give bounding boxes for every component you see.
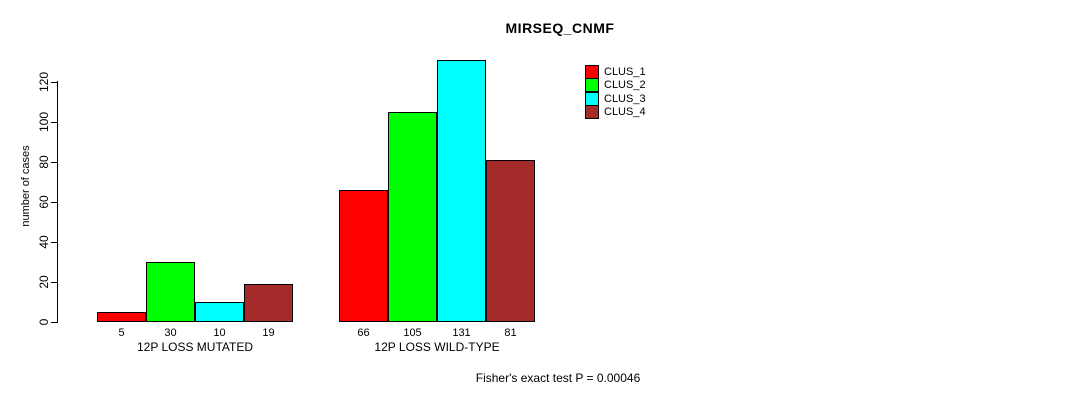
legend-item: CLUS_3: [585, 91, 646, 106]
y-tick-label: 20: [37, 275, 51, 289]
bar-clus_2-group2: [388, 112, 437, 322]
legend-label: CLUS_3: [604, 92, 646, 105]
y-tick-mark: [51, 242, 58, 243]
y-tick-mark: [51, 282, 58, 283]
bar-clus_3-group2: [437, 60, 486, 322]
y-tick-label: 60: [37, 195, 51, 209]
category-label: 12P LOSS MUTATED: [136, 340, 254, 354]
category-label: 12P LOSS WILD-TYPE: [374, 340, 500, 354]
legend: CLUS_1 CLUS_2 CLUS_3 CLUS_4: [585, 64, 646, 120]
legend-swatch-icon: [585, 105, 599, 120]
legend-label: CLUS_4: [604, 106, 646, 119]
bar-value-label: 19: [262, 327, 275, 339]
y-tick-label: 100: [37, 111, 51, 133]
y-tick-label: 40: [37, 235, 51, 249]
y-tick-mark: [51, 162, 58, 163]
legend-item: CLUS_4: [585, 105, 646, 120]
legend-label: CLUS_2: [604, 79, 646, 92]
annotation-text: Fisher's exact test P = 0.00046: [475, 371, 641, 385]
legend-swatch-icon: [585, 91, 599, 106]
chart-title: MIRSEQ_CNMF: [505, 20, 615, 36]
legend-label: CLUS_1: [604, 65, 646, 78]
bar-value-label: 10: [213, 327, 226, 339]
y-tick-label: 80: [37, 155, 51, 169]
legend-item: CLUS_2: [585, 78, 646, 93]
bar-value-label: 81: [504, 327, 517, 339]
y-tick-mark: [51, 82, 58, 83]
y-tick-label: 120: [37, 71, 51, 93]
bar-clus_4-group1: [244, 284, 293, 322]
legend-swatch-icon: [585, 64, 599, 79]
y-tick-label: 0: [37, 318, 51, 326]
y-axis-label: number of cases: [20, 145, 32, 227]
bar-value-label: 66: [357, 327, 370, 339]
bar-clus_4-group2: [486, 160, 535, 322]
y-tick-mark: [51, 322, 58, 323]
bar-value-label: 5: [118, 327, 125, 339]
y-tick-mark: [51, 122, 58, 123]
bar-clus_2-group1: [146, 262, 195, 322]
legend-swatch-icon: [585, 78, 599, 93]
bar-clus_1-group2: [339, 190, 388, 322]
bar-clus_3-group1: [195, 302, 244, 322]
y-tick-mark: [51, 202, 58, 203]
bar-clus_1-group1: [97, 312, 146, 322]
bar-value-label: 105: [403, 327, 422, 339]
bar-value-label: 30: [164, 327, 177, 339]
bar-value-label: 131: [452, 327, 471, 339]
legend-item: CLUS_1: [585, 64, 646, 79]
